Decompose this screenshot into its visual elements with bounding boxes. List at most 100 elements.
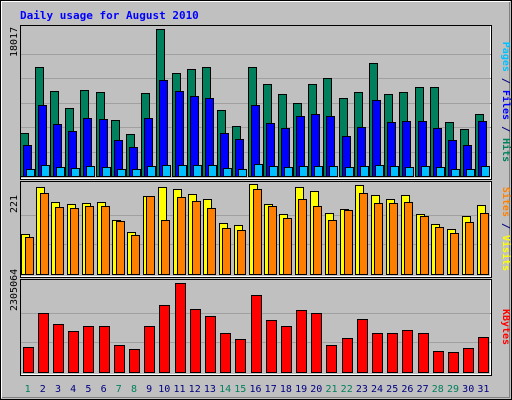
bar-pages [329, 166, 338, 177]
x-tick-label: 18 [280, 384, 292, 395]
bar-pages [360, 166, 369, 177]
bar-kbytes [463, 348, 474, 373]
bar-pages [436, 167, 445, 177]
x-tick-label: 4 [70, 384, 76, 395]
bar-pages [421, 166, 430, 177]
x-tick-label: 24 [371, 384, 383, 395]
bar-files [175, 91, 184, 177]
bar-sites [313, 206, 322, 275]
bar-kbytes [448, 352, 459, 373]
bar-kbytes [418, 333, 429, 373]
bar-sites [268, 206, 277, 275]
bar-pages [345, 167, 354, 177]
bar-pages [254, 164, 263, 177]
bar-sites [161, 220, 170, 275]
bar-sites [131, 235, 140, 275]
bar-sites [253, 189, 262, 275]
x-tick-label: 2 [40, 384, 46, 395]
bar-kbytes [83, 326, 94, 373]
bar-pages [390, 166, 399, 177]
x-tick-label: 6 [101, 384, 107, 395]
bar-pages [117, 169, 126, 177]
legend-part: KBytes [500, 309, 511, 345]
x-tick-label: 3 [55, 384, 61, 395]
bar-kbytes [342, 338, 353, 373]
bar-files [159, 80, 168, 177]
x-tick-label: 23 [356, 384, 368, 395]
bar-kbytes [296, 310, 307, 373]
bar-kbytes [235, 339, 246, 373]
bar-kbytes [129, 349, 140, 373]
x-tick-label: 9 [146, 384, 152, 395]
bar-pages [102, 167, 111, 177]
bar-pages [269, 166, 278, 177]
bar-kbytes [326, 345, 337, 373]
bar-pages [193, 165, 202, 177]
bar-sites [374, 203, 383, 275]
x-tick-label: 5 [85, 384, 91, 395]
legend-part: / [500, 217, 511, 235]
bar-sites [146, 196, 155, 275]
y-max-label: 2305064 [9, 269, 20, 311]
y-max-label: 221 [9, 195, 20, 213]
legend-part: Pages [500, 42, 511, 72]
x-tick-label: 13 [204, 384, 216, 395]
bar-sites [192, 201, 201, 275]
series-legend: Sites / Visits [500, 187, 512, 271]
bar-pages [41, 165, 50, 177]
bar-sites [404, 202, 413, 275]
bar-kbytes [205, 316, 216, 373]
bar-kbytes [402, 330, 413, 373]
bar-files [190, 96, 199, 177]
bar-pages [375, 165, 384, 177]
bar-kbytes [387, 333, 398, 373]
x-tick-label: 21 [325, 384, 337, 395]
bar-sites [298, 199, 307, 275]
y-max-label: 18017 [9, 27, 20, 57]
bar-pages [223, 168, 232, 177]
bar-pages [178, 165, 187, 177]
series-legend: KBytes [500, 309, 511, 345]
bar-kbytes [433, 351, 444, 373]
panels-group: 18017 Pages / Files / Hits 221 Sites / Visi… [9, 25, 512, 376]
bar-sites [116, 221, 125, 275]
x-axis-labels: 1 2 3 4 5 6 7 8 9 10 11 12 13 14 15 16 17 18 19 20 21 22 23 24 2… [25, 384, 490, 395]
bar-sites [450, 233, 459, 275]
legend-part: Visits [500, 235, 512, 271]
x-tick-label: 8 [131, 384, 137, 395]
chart-title: Daily usage for August 2010 [20, 9, 199, 22]
bar-pages [466, 169, 475, 177]
bar-kbytes [38, 313, 49, 373]
bar-kbytes [23, 347, 34, 373]
x-tick-label: 29 [447, 384, 459, 395]
bar-sites [85, 206, 94, 275]
x-tick-label: 19 [295, 384, 307, 395]
legend-part: / [500, 120, 511, 138]
legend-part: Hits [500, 138, 512, 162]
bar-sites [177, 197, 186, 275]
legend-part: Sites [500, 187, 512, 217]
bar-pages [147, 166, 156, 177]
x-tick-label: 11 [173, 384, 185, 395]
bar-pages [56, 167, 65, 177]
bar-sites [344, 210, 353, 275]
bar-kbytes [357, 319, 368, 373]
bar-kbytes [372, 333, 383, 373]
x-tick-label: 14 [219, 384, 231, 395]
bar-pages [26, 169, 35, 177]
x-tick-label: 16 [249, 384, 261, 395]
bar-kbytes [281, 326, 292, 373]
x-tick-label: 27 [417, 384, 429, 395]
x-tick-label: 12 [189, 384, 201, 395]
x-tick-label: 28 [432, 384, 444, 395]
bar-pages [238, 169, 247, 177]
bar-kbytes [220, 333, 231, 373]
bar-kbytes [311, 313, 322, 373]
bar-pages [162, 165, 171, 177]
bar-sites [70, 208, 79, 275]
bar-pages [451, 169, 460, 177]
bar-kbytes [190, 309, 201, 373]
x-tick-label: 10 [158, 384, 170, 395]
bar-sites [55, 207, 64, 275]
